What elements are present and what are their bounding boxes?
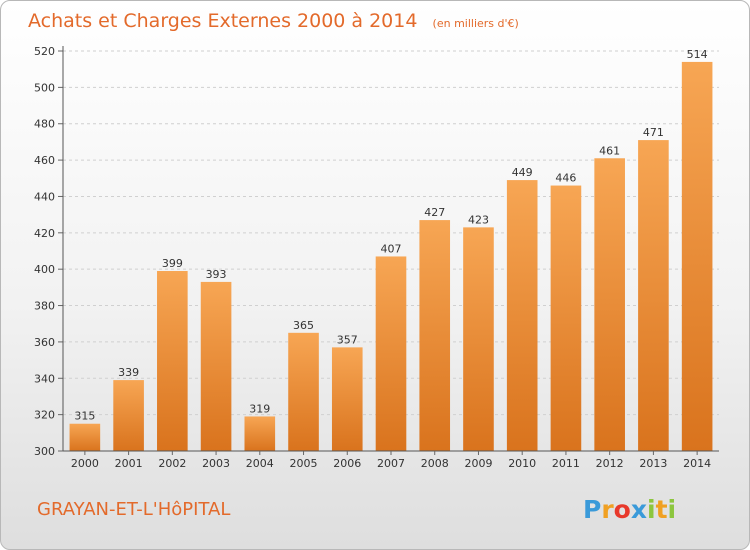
x-tick-label: 2006: [333, 457, 361, 470]
x-tick-label: 2001: [115, 457, 143, 470]
location-label: GRAYAN-ET-L'HôPITAL: [37, 499, 230, 520]
y-tick-label: 500: [34, 81, 55, 94]
y-tick-label: 360: [34, 336, 55, 349]
y-tick-label: 340: [34, 372, 55, 385]
data-label-2014: 514: [687, 48, 708, 61]
data-label-2005: 365: [293, 319, 314, 332]
bar-2011: [550, 185, 582, 451]
x-tick-label: 2008: [421, 457, 449, 470]
y-tick-label: 480: [34, 118, 55, 131]
logo-letter: o: [614, 495, 631, 524]
x-tick-label: 2002: [158, 457, 186, 470]
bar-2006: [331, 347, 363, 451]
chart-title-main: Achats et Charges Externes 2000 à 2014: [28, 10, 417, 32]
x-tick-label: 2013: [639, 457, 667, 470]
data-label-2009: 423: [468, 213, 489, 226]
x-tick-label: 2005: [290, 457, 318, 470]
chart-title: Achats et Charges Externes 2000 à 2014 (…: [28, 10, 519, 32]
bar-2000: [69, 423, 101, 451]
data-label-2004: 319: [249, 402, 270, 415]
y-tick-label: 320: [34, 409, 55, 422]
bar-2014: [681, 61, 713, 452]
logo-letter: r: [601, 495, 614, 524]
y-tick-label: 400: [34, 263, 55, 276]
x-tick-label: 2009: [464, 457, 492, 470]
logo-letter: i: [647, 495, 656, 524]
logo-letter: i: [668, 495, 677, 524]
y-tick-label: 440: [34, 190, 55, 203]
axes: 300 320 340 360 380 400 420 440 460 480 500 520 2000…: [34, 45, 719, 470]
data-label-2007: 407: [381, 242, 402, 255]
x-tick-label: 2014: [683, 457, 711, 470]
y-tick-label: 460: [34, 154, 55, 167]
proxiti-logo: Proxiti: [583, 495, 676, 524]
bar-2001: [113, 380, 144, 451]
bar-2005: [288, 332, 319, 451]
y-tick-label: 520: [34, 45, 55, 58]
data-label-2001: 339: [118, 366, 139, 379]
logo-letter: P: [583, 495, 601, 524]
bar-2013: [638, 140, 669, 451]
logo-letter: x: [631, 495, 647, 524]
bar-2003: [200, 281, 232, 451]
bar-2012: [594, 158, 625, 452]
logo-letter: t: [656, 495, 668, 524]
y-tick-label: 380: [34, 300, 55, 313]
x-tick-label: 2011: [552, 457, 580, 470]
bar-2007: [375, 256, 407, 451]
bar-2004: [244, 416, 276, 451]
data-label-2002: 399: [162, 257, 183, 270]
data-label-2012: 461: [599, 144, 620, 157]
x-tick-label: 2003: [202, 457, 230, 470]
data-label-2013: 471: [643, 126, 664, 139]
chart-title-unit: (en milliers d'€): [433, 17, 519, 30]
x-tick-label: 2012: [596, 457, 624, 470]
x-tick-label: 2010: [508, 457, 536, 470]
bar-2009: [463, 227, 494, 451]
x-tick-label: 2004: [246, 457, 274, 470]
y-tick-label: 420: [34, 227, 55, 240]
bar-2010: [506, 180, 538, 451]
bar-2008: [419, 220, 451, 451]
data-label-2011: 446: [555, 172, 576, 185]
x-tick-label: 2000: [71, 457, 99, 470]
y-tick-label: 300: [34, 445, 55, 458]
bars: 315 339 399 393 319 365 357 407 427 423 449 446 461 4…: [69, 48, 713, 452]
data-label-2000: 315: [74, 410, 95, 423]
data-label-2003: 393: [206, 268, 227, 281]
data-label-2008: 427: [424, 206, 445, 219]
x-tick-label: 2007: [377, 457, 405, 470]
data-label-2006: 357: [337, 333, 358, 346]
data-label-2010: 449: [512, 166, 533, 179]
bar-2002: [157, 271, 188, 451]
